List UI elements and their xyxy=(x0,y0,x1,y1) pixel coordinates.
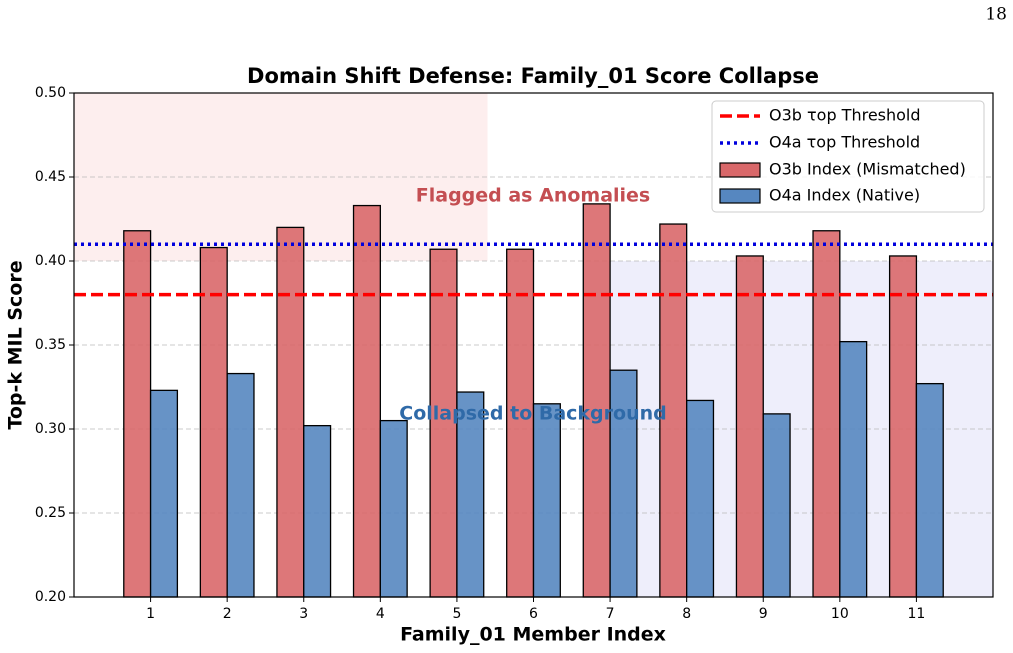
x-tick-label: 3 xyxy=(299,606,308,622)
bar xyxy=(199,246,228,598)
bar xyxy=(276,226,305,598)
plot-frame xyxy=(73,92,994,598)
bar xyxy=(352,204,381,598)
bar xyxy=(659,223,688,598)
page-number: 18 xyxy=(985,5,1007,25)
legend-swatch xyxy=(719,162,761,178)
bar xyxy=(303,424,332,598)
annotation: Flagged as Anomalies xyxy=(416,185,651,207)
x-tick-label: 8 xyxy=(682,606,691,622)
bar xyxy=(379,419,408,598)
y-tick-label: 0.45 xyxy=(35,169,66,185)
y-tick-label: 0.35 xyxy=(35,337,66,353)
legend-label: O4a τop Threshold xyxy=(769,133,920,152)
x-axis-label: Family_01 Member Index xyxy=(400,624,666,646)
bar xyxy=(532,403,561,598)
legend: O3b τop Threshold O4a τop Threshold O3b In… xyxy=(711,100,985,213)
bar xyxy=(609,369,638,598)
x-tick-label: 6 xyxy=(529,606,538,622)
annotation: Collapsed to Background xyxy=(399,403,666,425)
legend-swatch xyxy=(719,188,761,204)
bar xyxy=(149,389,179,598)
y-tick-label: 0.40 xyxy=(35,253,66,269)
bar xyxy=(812,230,841,598)
bar xyxy=(582,203,611,598)
x-tick-label: 5 xyxy=(452,606,461,622)
x-tick-label: 1 xyxy=(146,606,155,622)
x-tick-label: 2 xyxy=(223,606,232,622)
x-tick-label: 4 xyxy=(376,606,385,622)
x-tick-label: 9 xyxy=(759,606,768,622)
x-tick-label: 11 xyxy=(908,606,926,622)
bar xyxy=(735,255,764,598)
legend-label: O3b Index (Mismatched) xyxy=(769,160,966,179)
bar xyxy=(915,382,944,598)
chart-title: Domain Shift Defense: Family_01 Score Co… xyxy=(247,64,819,88)
y-tick-label: 0.50 xyxy=(35,85,66,101)
bar xyxy=(226,372,255,598)
x-tick-label: 7 xyxy=(606,606,615,622)
y-tick-label: 0.20 xyxy=(35,589,66,605)
legend-label: O4a Index (Native) xyxy=(769,186,920,205)
bar xyxy=(456,391,485,598)
y-axis-label: Top-k MIL Score xyxy=(5,260,27,429)
x-tick-label: 10 xyxy=(831,606,849,622)
bar xyxy=(839,340,868,598)
y-tick-label: 0.25 xyxy=(35,505,66,521)
legend-label: O3b τop Threshold xyxy=(769,106,921,125)
y-tick-label: 0.30 xyxy=(35,421,66,437)
bar xyxy=(762,413,791,598)
bar xyxy=(686,399,715,598)
legend-box xyxy=(711,100,985,213)
bar xyxy=(888,255,918,598)
bar xyxy=(123,230,152,598)
